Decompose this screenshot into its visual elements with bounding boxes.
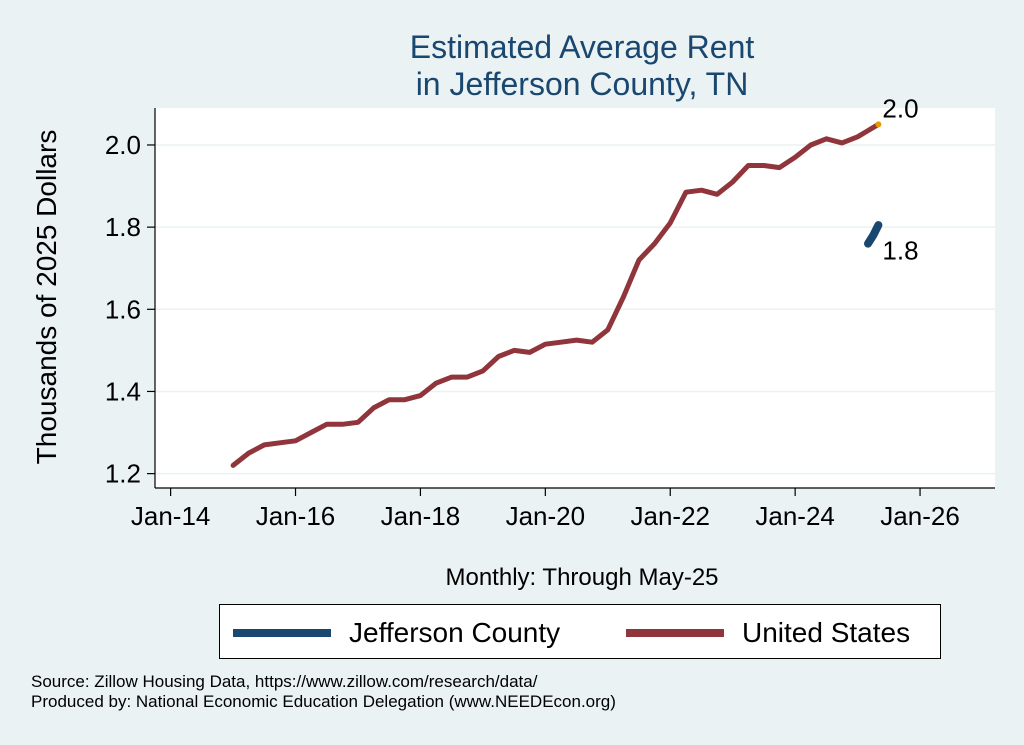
series-layer: 2.0 1.8 (230, 93, 919, 468)
legend-swatch-jefferson-county (233, 628, 331, 637)
legend-label-jefferson-county: Jefferson County (349, 616, 561, 648)
legend-item-jefferson-county: Jefferson County (233, 605, 560, 660)
series-line-united-states (230, 121, 881, 468)
end-label-united-states: 2.0 (882, 93, 918, 123)
chart-figure: Estimated Average Rent in Jefferson Coun… (31, 29, 995, 591)
x-tick-label: Jan-22 (630, 501, 710, 531)
end-label-jefferson-county: 1.8 (882, 236, 918, 266)
axes: 1.2 1.4 1.6 1.8 2.0 Jan-14 Jan-16 Jan-18 Jan-20 J… (105, 108, 995, 531)
legend-item-united-states: United States (626, 605, 910, 660)
y-tick-label: 1.2 (105, 459, 141, 489)
source-line: Source: Zillow Housing Data, https://www… (31, 672, 538, 691)
produced-by-line: Produced by: National Economic Education… (31, 692, 616, 711)
x-tick-label: Jan-14 (131, 501, 211, 531)
y-axis-title: Thousands of 2025 Dollars (31, 130, 62, 465)
x-tick-label: Jan-18 (381, 501, 461, 531)
legend: Jefferson County United States (219, 604, 941, 659)
legend-swatch-united-states (626, 628, 724, 637)
gridlines (155, 144, 995, 475)
source-notes: Source: Zillow Housing Data, https://www… (31, 672, 616, 712)
legend-label-united-states: United States (742, 616, 911, 648)
chart-title-line-2: in Jefferson County, TN (416, 66, 749, 102)
y-tick-label: 1.8 (105, 212, 141, 242)
chart-title-line-1: Estimated Average Rent (410, 29, 755, 65)
y-tick-label: 1.4 (105, 376, 141, 406)
endpoint-marker-united-states (875, 121, 882, 128)
x-tick-label: Jan-16 (256, 501, 336, 531)
y-tick-label: 1.6 (105, 294, 141, 324)
plot-area (155, 108, 995, 488)
y-tick-label: 2.0 (105, 130, 141, 160)
x-tick-label: Jan-20 (506, 501, 586, 531)
series-line-jefferson-county (864, 221, 883, 248)
x-tick-label: Jan-24 (755, 501, 835, 531)
x-axis-title: Monthly: Through May-25 (445, 564, 718, 591)
x-tick-label: Jan-26 (880, 501, 960, 531)
